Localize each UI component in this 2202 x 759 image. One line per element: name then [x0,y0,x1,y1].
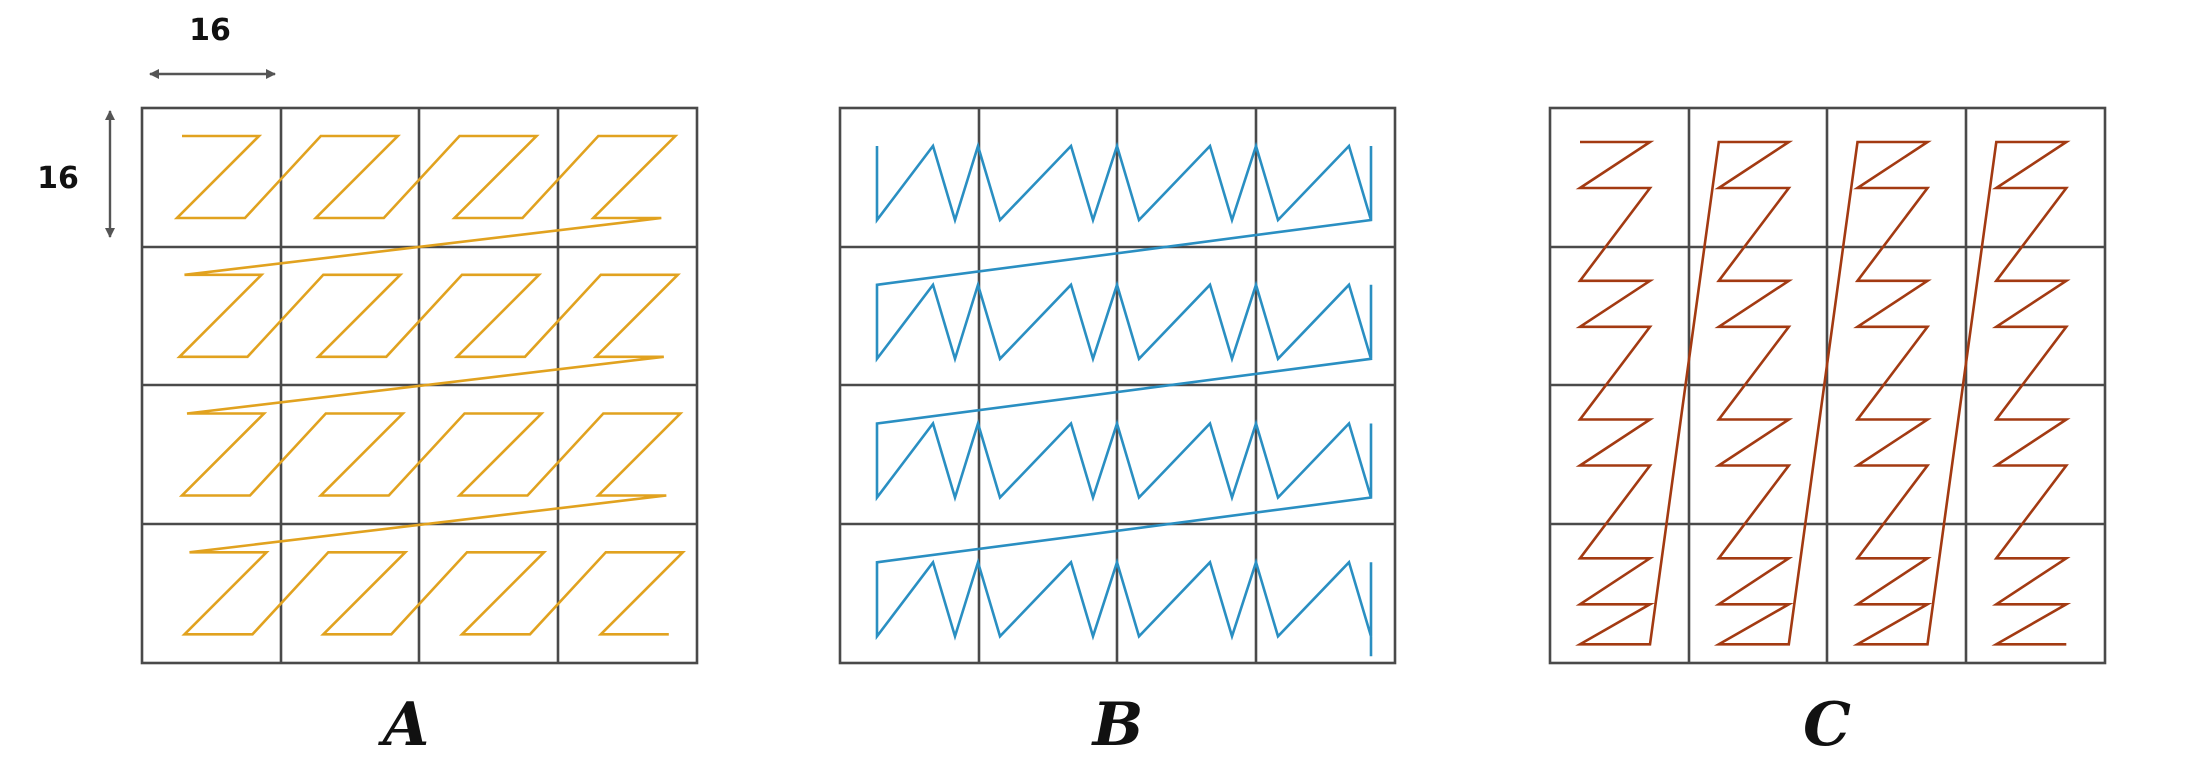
panel-a-label: A [378,690,430,759]
width-label: 16 [189,13,231,48]
panel-c-grid [1548,106,2107,665]
panel-a: A [140,106,699,759]
panel-a-scan-path [173,134,686,636]
panel-b: B [838,106,1397,759]
height-label: 16 [37,161,79,196]
panel-a-grid [140,106,699,665]
panel-c-scan-path [1575,140,2072,646]
panel-b-grid [838,106,1397,665]
panel-c: C [1548,106,2107,759]
width-dimension: 16 [149,13,276,79]
panel-b-scan-path [875,141,1373,657]
height-dimension: 16 [37,110,115,238]
panel-b-label: B [1091,690,1144,759]
panel-c-label: C [1803,690,1851,759]
